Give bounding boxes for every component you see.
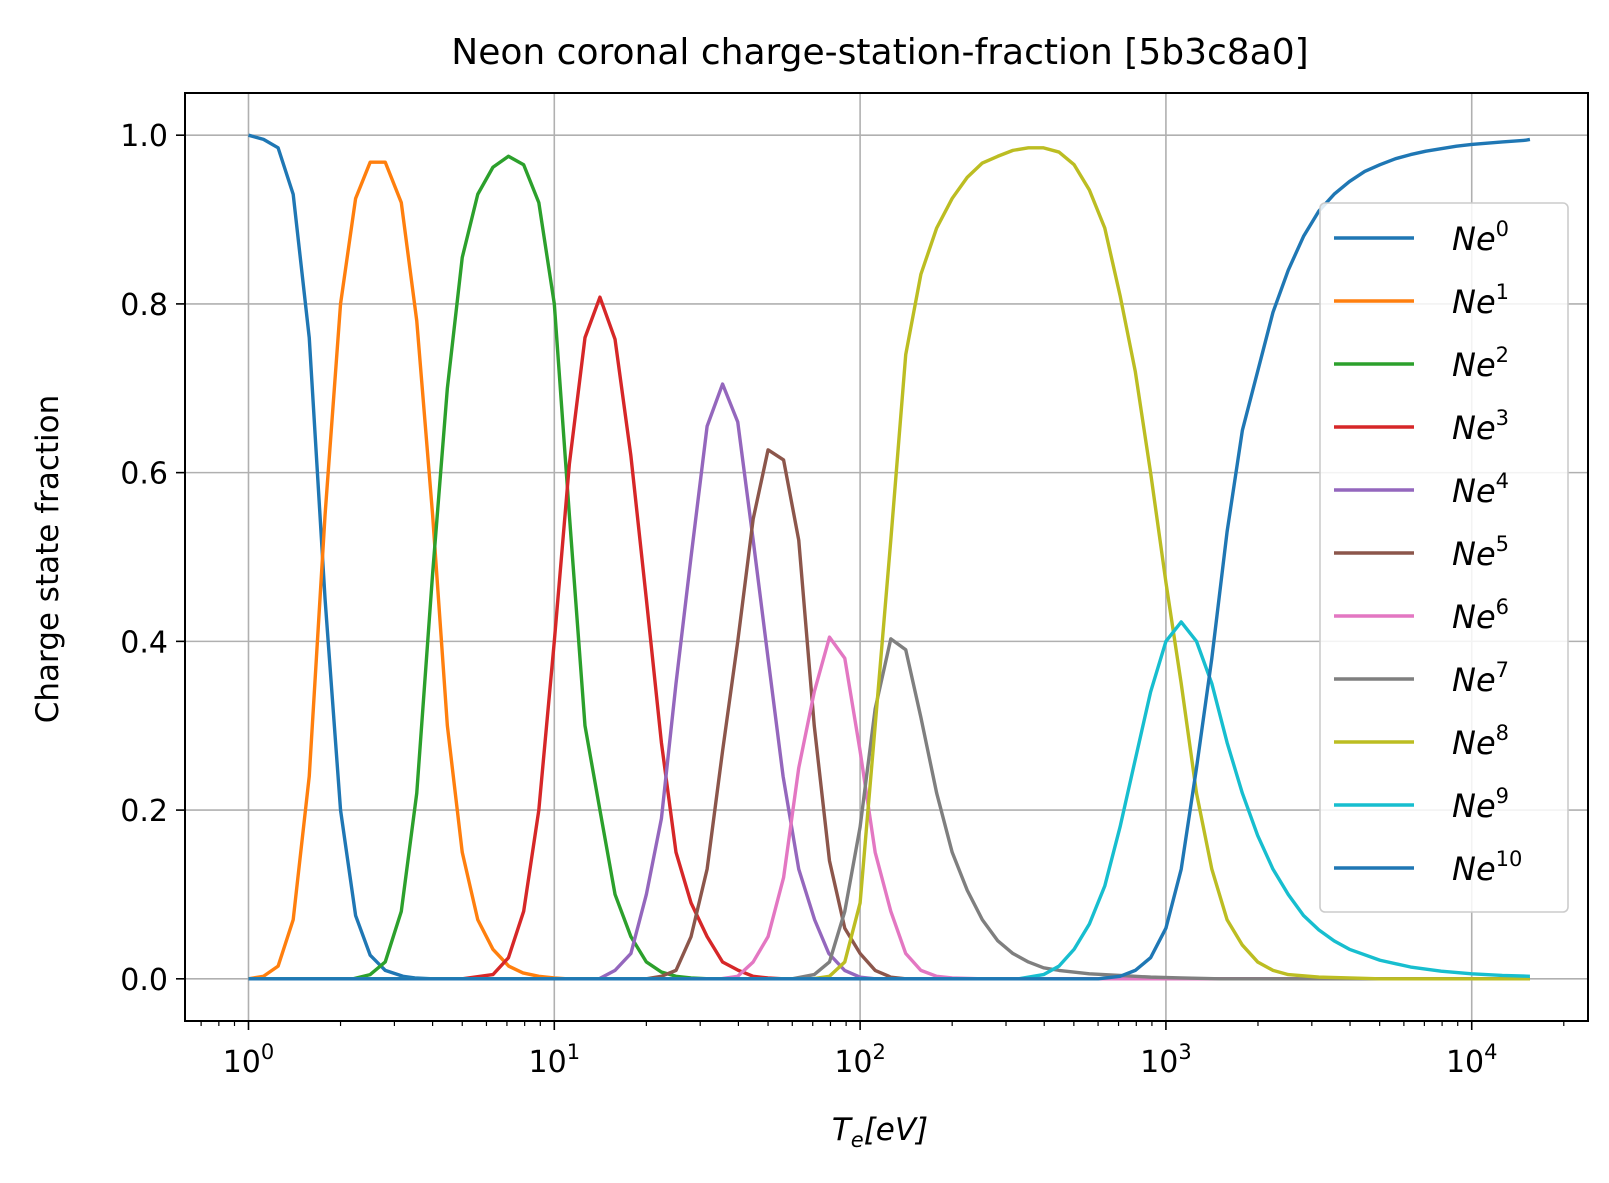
legend-label-base: Ne — [1452, 535, 1496, 573]
legend-label-charge: 5 — [1496, 532, 1509, 556]
legend-label-base: Ne — [1452, 409, 1496, 447]
legend-label-base: Ne — [1452, 787, 1496, 825]
y-tick-label: 0.2 — [120, 794, 168, 829]
legend-label-ne8: Ne8 — [1452, 721, 1509, 762]
legend-label-charge: 4 — [1496, 469, 1509, 493]
x-axis-label-subscript: e — [851, 1128, 864, 1152]
legend-label-base: Ne — [1452, 472, 1496, 510]
x-tick-label: 101 — [529, 1040, 581, 1080]
x-axis-label: Te[eV] — [832, 1112, 928, 1152]
legend-label-ne10: Ne10 — [1452, 847, 1522, 888]
legend-label-ne1: Ne1 — [1452, 280, 1509, 321]
legend-label-ne7: Ne7 — [1452, 658, 1509, 699]
legend-label-base: Ne — [1452, 346, 1496, 384]
legend-label-base: Ne — [1452, 661, 1496, 699]
series-line-ne9 — [248, 620, 1530, 981]
y-tick-label: 0.4 — [120, 625, 168, 660]
x-tick-exponent: 3 — [1178, 1040, 1191, 1064]
legend-label-ne0: Ne0 — [1452, 217, 1509, 258]
x-axis-label-base: T — [832, 1112, 853, 1148]
chart-title: Neon coronal charge-station-fraction [5b… — [451, 32, 1308, 73]
y-axis-label: Charge state fraction — [30, 395, 66, 724]
legend-label-ne2: Ne2 — [1452, 343, 1509, 384]
legend-label-base: Ne — [1452, 724, 1496, 762]
series-line-ne2 — [248, 154, 1530, 981]
legend-label-ne5: Ne5 — [1452, 532, 1509, 573]
series-line-ne10 — [248, 137, 1531, 981]
x-axis-label-unit: [eV] — [864, 1112, 928, 1148]
legend-label-charge: 3 — [1496, 406, 1509, 430]
series-line-ne8 — [248, 146, 1530, 981]
series-line-ne5 — [248, 448, 1530, 981]
x-tick-base: 10 — [223, 1045, 261, 1080]
plot-frame — [184, 92, 1589, 1022]
legend-label-base: Ne — [1452, 850, 1496, 888]
legend-label-ne6: Ne6 — [1452, 595, 1509, 636]
x-tick-base: 10 — [1140, 1045, 1178, 1080]
x-tick-label: 104 — [1446, 1040, 1498, 1080]
legend-label-charge: 2 — [1496, 343, 1509, 367]
legend-box — [1319, 202, 1569, 913]
series-line-ne6 — [248, 635, 1530, 981]
legend-label-charge: 1 — [1496, 280, 1509, 304]
legend-label-base: Ne — [1452, 283, 1496, 321]
x-tick-label: 102 — [834, 1040, 886, 1080]
legend-label-charge: 6 — [1496, 595, 1509, 619]
legend-label-ne3: Ne3 — [1452, 406, 1509, 447]
y-tick-label: 0.0 — [120, 963, 168, 998]
x-tick-exponent: 1 — [567, 1040, 580, 1064]
x-tick-label: 103 — [1140, 1040, 1192, 1080]
legend-label-ne4: Ne4 — [1452, 469, 1509, 510]
legend-label-base: Ne — [1452, 220, 1496, 258]
y-tick-label: 0.8 — [120, 288, 168, 323]
legend-label-charge: 0 — [1496, 217, 1509, 241]
series-line-ne1 — [248, 160, 1530, 981]
x-tick-exponent: 0 — [261, 1040, 274, 1064]
x-tick-base: 10 — [1446, 1045, 1484, 1080]
legend-label-charge: 8 — [1496, 721, 1509, 745]
legend-label-charge: 7 — [1496, 658, 1509, 682]
y-tick-label: 0.6 — [120, 457, 168, 492]
legend-label-ne9: Ne9 — [1452, 784, 1509, 825]
x-tick-exponent: 4 — [1484, 1040, 1497, 1064]
x-tick-label: 100 — [223, 1040, 275, 1080]
x-tick-exponent: 2 — [873, 1040, 886, 1064]
legend-label-charge: 10 — [1496, 847, 1523, 871]
x-tick-base: 10 — [834, 1045, 872, 1080]
y-tick-label: 1.0 — [120, 119, 168, 154]
legend-label-charge: 9 — [1496, 784, 1509, 808]
x-tick-base: 10 — [529, 1045, 567, 1080]
legend-label-base: Ne — [1452, 598, 1496, 636]
series-lines — [248, 133, 1531, 981]
